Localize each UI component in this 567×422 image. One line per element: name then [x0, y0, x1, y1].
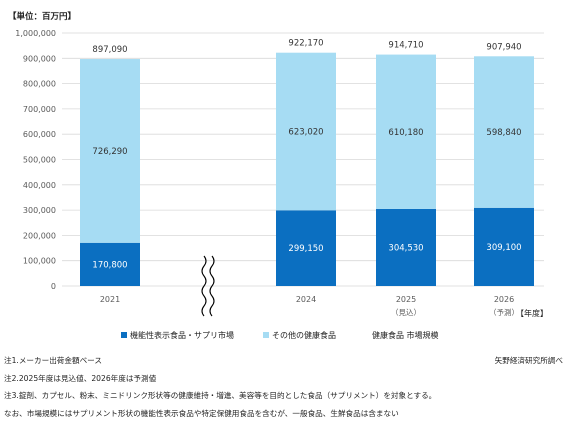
- x-tick-label: 2025: [396, 295, 416, 304]
- y-tick-label: 400,000: [23, 181, 56, 190]
- legend-swatch-other-health-food: [263, 332, 269, 338]
- data-label-bottom: 170,800: [92, 260, 127, 270]
- y-tick-label: 700,000: [23, 105, 56, 114]
- x-tick-label: 2024: [296, 295, 316, 304]
- y-tick-label: 100,000: [23, 257, 56, 266]
- data-label-bottom: 309,100: [486, 243, 521, 253]
- data-label-top: 726,290: [92, 147, 127, 157]
- legend-label-other-health-food: その他の健康食品: [272, 330, 336, 340]
- bar-segment-functional-supplement: [376, 208, 436, 286]
- axis-break-mark: [201, 255, 207, 317]
- y-tick-label: 300,000: [23, 206, 56, 215]
- legend-label-market-total: 健康食品 市場規模: [372, 330, 439, 340]
- x-tick-sublabel: （予測）: [489, 307, 519, 317]
- y-tick-label: 500,000: [23, 156, 56, 165]
- data-label-total: 897,090: [92, 45, 127, 55]
- bar-segment-other-health-food: [376, 54, 436, 209]
- x-unit-label: 【年度】: [516, 308, 548, 318]
- y-tick-label: 900,000: [23, 54, 56, 63]
- x-tick-sublabel: （見込）: [391, 308, 421, 317]
- y-tick-label: 200,000: [23, 231, 56, 240]
- x-tick-label: 2026: [494, 295, 514, 304]
- data-label-total: 914,710: [388, 41, 423, 51]
- note-4: なお、市場規模にはサプリメント形状の機能性表示食品や特定保健用食品を含むが、一般…: [4, 408, 399, 418]
- data-label-top: 610,180: [388, 128, 423, 138]
- data-label-bottom: 299,150: [288, 244, 323, 254]
- x-tick-label: 2021: [100, 295, 120, 304]
- data-label-total: 907,940: [486, 42, 521, 52]
- stacked-bar-chart: 【単位：百万円】 0 100,000 200,000 300,000 400,000 500…: [8, 11, 548, 340]
- data-label-top: 598,840: [486, 128, 521, 138]
- y-tick-label: 800,000: [23, 80, 56, 89]
- data-label-total: 922,170: [288, 39, 323, 49]
- axis-break-mark: [209, 255, 215, 317]
- note-1: 注1.メーカー出荷金額ベース: [4, 356, 102, 365]
- y-tick-label: 600,000: [23, 130, 56, 139]
- y-tick-label: 0: [51, 282, 56, 291]
- notes-block: 注1.メーカー出荷金額ベース 注2.2025年度は見込値、2026年度は予測値 …: [4, 352, 563, 422]
- y-tick-label: 1,000,000: [15, 29, 56, 38]
- bar-segment-other-health-food: [474, 56, 534, 208]
- source-credit: 矢野経済研究所調べ: [494, 356, 563, 365]
- note-2: 注2.2025年度は見込値、2026年度は予測値: [4, 373, 157, 383]
- data-label-top: 623,020: [288, 128, 323, 138]
- legend-swatch-functional-supplement: [121, 332, 127, 338]
- bar-segment-other-health-food: [276, 52, 336, 211]
- note-3: 注3.錠剤、カプセル、粉末、ミニドリンク形状等の健康維持・増進、美容等を目的とし…: [4, 391, 437, 401]
- bar-segment-functional-supplement: [80, 242, 140, 286]
- data-label-bottom: 304,530: [388, 243, 423, 253]
- unit-label: 【単位：百万円】: [8, 11, 76, 22]
- bar-segment-functional-supplement: [276, 210, 336, 286]
- bar-segment-other-health-food: [80, 59, 140, 243]
- legend-label-functional-supplement: 機能性表示食品・サプリ市場: [130, 330, 234, 340]
- bar-segment-functional-supplement: [474, 207, 534, 286]
